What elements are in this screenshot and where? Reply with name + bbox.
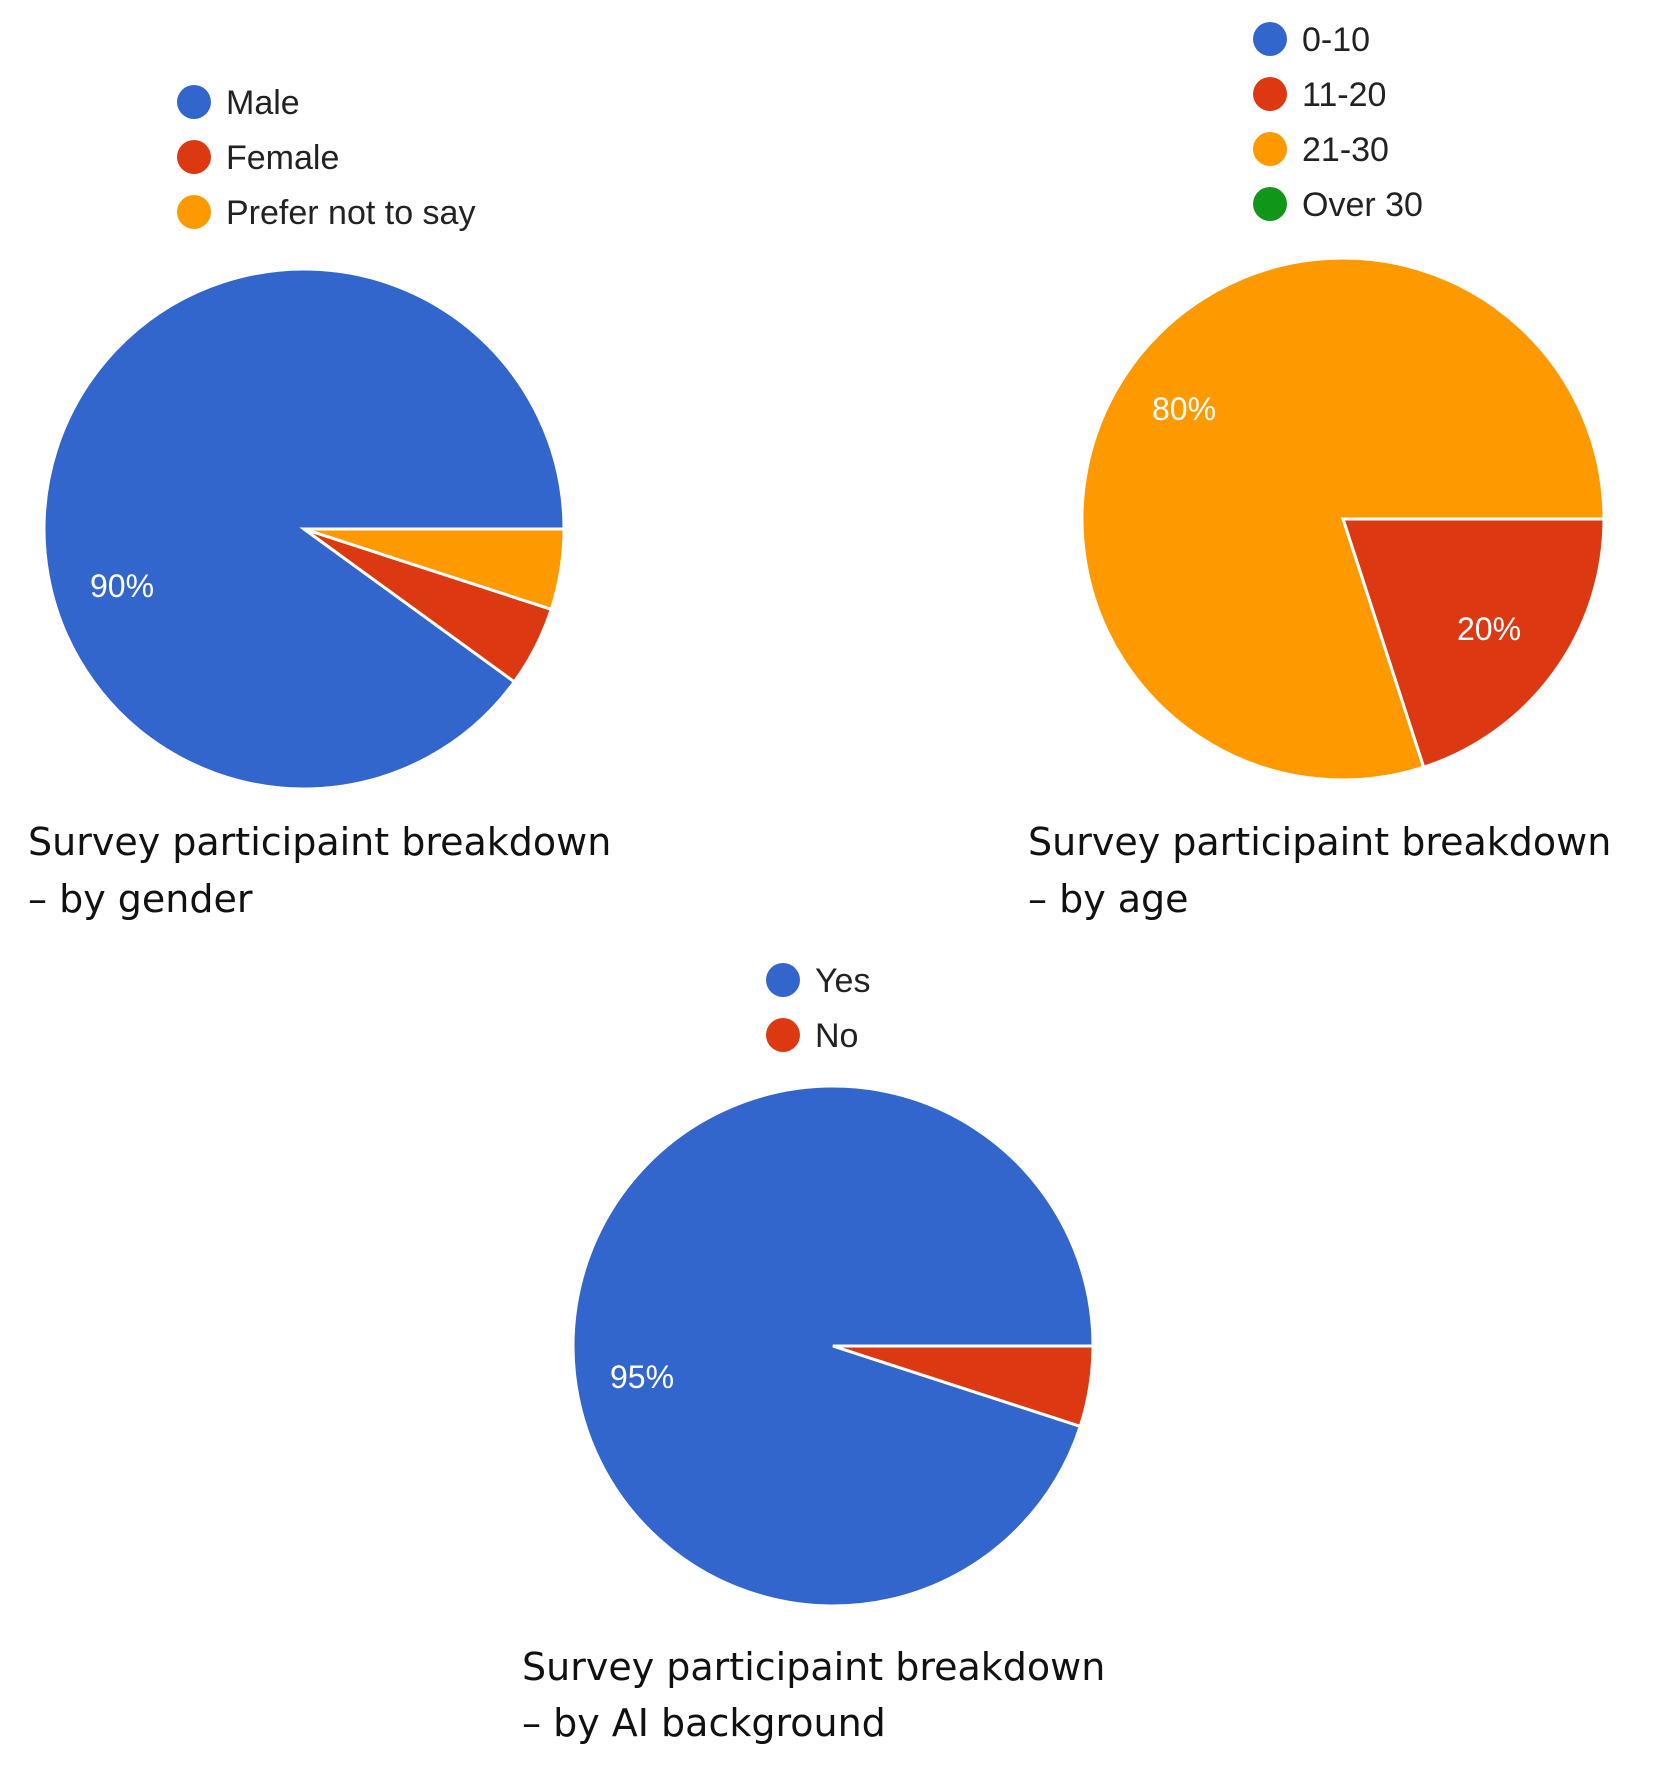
legend-swatch-0-10	[1253, 22, 1287, 56]
pie-gender	[42, 267, 566, 791]
slice-no	[832, 1344, 1095, 1429]
slice-11-20	[1340, 517, 1606, 770]
legend-label-over-30: Over 30	[1302, 186, 1423, 224]
legend-swatch-no	[766, 1018, 800, 1052]
legend-swatch-female	[177, 140, 211, 174]
legend-swatch-male	[177, 85, 211, 119]
chart-age: 0-10 11-20 21-30 Over 30 80% 20% Survey …	[1028, 21, 1611, 921]
legend-label-11-20: 11-20	[1302, 76, 1386, 114]
legend-swatch-21-30	[1253, 132, 1287, 166]
legend-label-no: No	[815, 1017, 858, 1055]
legend-gender: Male Female Prefer not to say	[177, 84, 475, 232]
legend-swatch-yes	[766, 963, 800, 997]
pie-ai-background	[571, 1084, 1095, 1608]
slice-prefer-not	[303, 527, 566, 612]
legend-age: 0-10 11-20 21-30 Over 30	[1253, 21, 1423, 224]
legend-swatch-11-20	[1253, 77, 1287, 111]
slice-label-11-20: 20%	[1457, 611, 1521, 647]
legend-swatch-prefer-not	[177, 195, 211, 229]
caption-ai-line2: – by AI background	[522, 1701, 886, 1745]
legend-label-0-10: 0-10	[1302, 21, 1370, 59]
legend-label-female: Female	[226, 139, 339, 177]
slice-label-yes: 95%	[610, 1359, 674, 1395]
legend-label-male: Male	[226, 84, 300, 122]
pie-age	[1080, 256, 1606, 782]
legend-label-21-30: 21-30	[1302, 131, 1389, 169]
legend-label-yes: Yes	[815, 962, 870, 1000]
caption-age-line2: – by age	[1028, 877, 1189, 921]
legend-ai-background: Yes No	[766, 962, 870, 1055]
caption-age-line1: Survey participaint breakdown	[1028, 820, 1611, 864]
legend-label-prefer-not: Prefer not to say	[226, 194, 475, 232]
slice-21-30	[1080, 256, 1606, 782]
legend-swatch-over-30	[1253, 187, 1287, 221]
caption-gender-line1: Survey participaint breakdown	[28, 820, 611, 864]
slice-label-21-30: 80%	[1152, 391, 1216, 427]
chart-gender: Male Female Prefer not to say 90% Survey…	[28, 84, 611, 921]
caption-gender-line2: – by gender	[28, 877, 253, 921]
chart-ai-background: Yes No 95% Survey participaint breakdown…	[522, 962, 1105, 1745]
slice-label-male: 90%	[90, 568, 154, 604]
caption-ai-line1: Survey participaint breakdown	[522, 1645, 1105, 1689]
